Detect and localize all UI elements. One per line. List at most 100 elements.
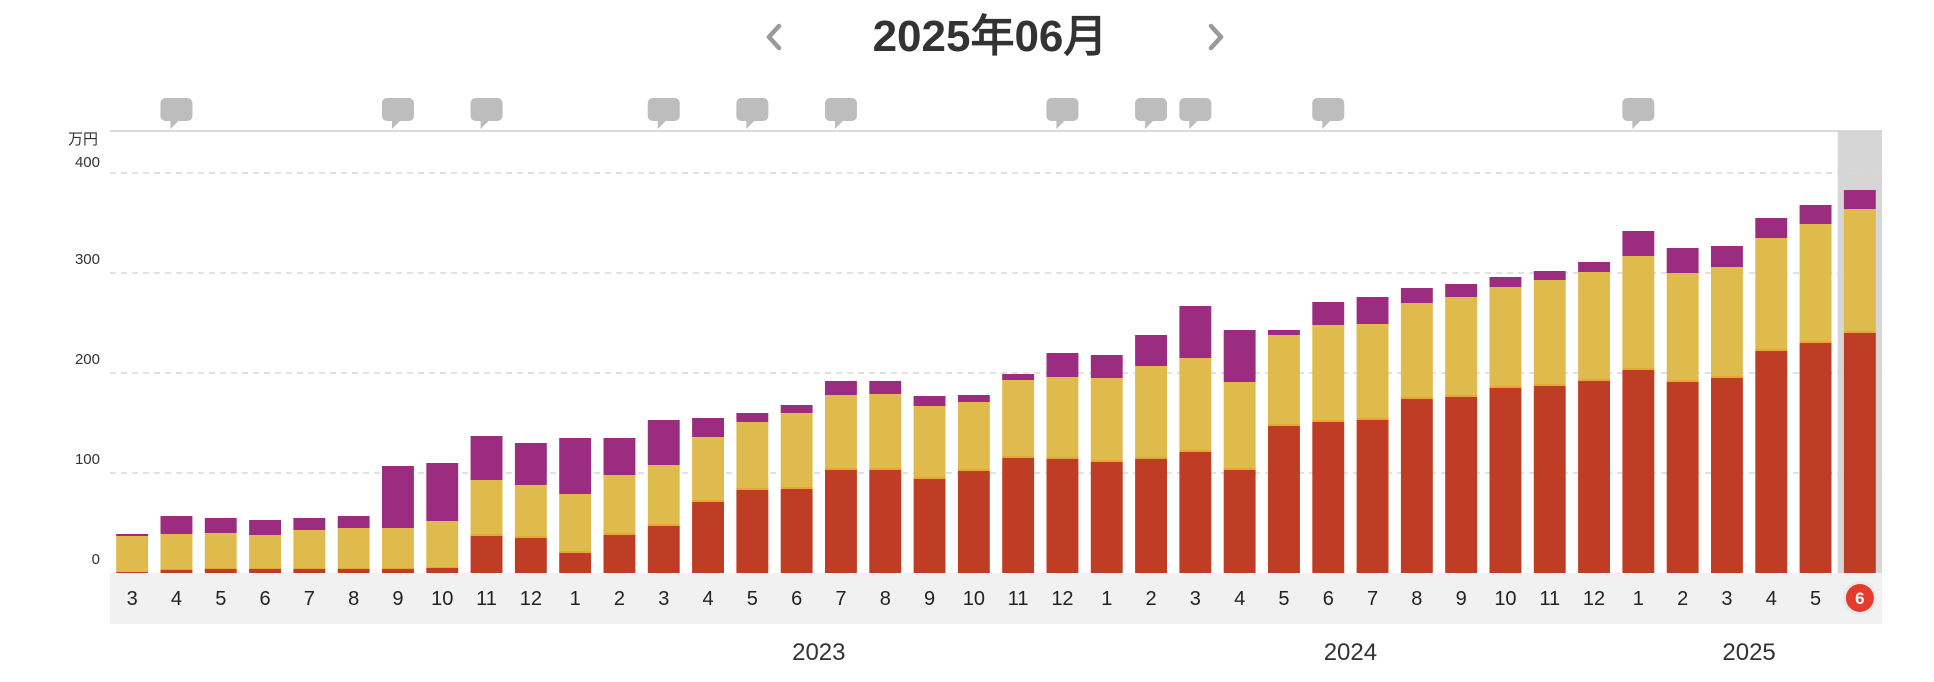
y-tick-label: 0 [92, 551, 100, 568]
x-month-label[interactable]: 4 [1234, 588, 1245, 610]
x-month-label[interactable]: 7 [835, 588, 846, 610]
x-month-label[interactable]: 5 [1278, 588, 1289, 610]
bar-stack[interactable] [780, 405, 813, 573]
x-month-label[interactable]: 5 [1810, 588, 1821, 610]
note-bubble-icon[interactable] [1179, 98, 1212, 129]
bar-segment [1356, 297, 1389, 324]
bar-stack[interactable] [1578, 262, 1610, 573]
x-month-label[interactable]: 6 [1323, 588, 1334, 610]
x-month-label[interactable]: 3 [658, 588, 669, 610]
x-month-label[interactable]: 3 [127, 588, 138, 610]
note-bubble-tail [1322, 120, 1332, 129]
x-month-label[interactable]: 11 [1539, 588, 1560, 610]
x-month-label[interactable]: 5 [747, 588, 758, 610]
x-month-label[interactable]: 6 [259, 588, 270, 610]
chevron-right-icon [1208, 23, 1224, 51]
x-month-label[interactable]: 12 [520, 588, 542, 610]
x-month-label[interactable]: 9 [1456, 588, 1467, 610]
bar-stack[interactable] [382, 466, 414, 573]
x-month-label[interactable]: 1 [1101, 588, 1112, 610]
note-bubble-icon[interactable] [1312, 98, 1345, 129]
bar-stack[interactable] [204, 518, 237, 573]
bar-stack[interactable] [337, 516, 370, 573]
bar-stack[interactable] [1179, 306, 1212, 573]
note-bubble-icon[interactable] [647, 98, 680, 129]
x-month-label[interactable]: 4 [1766, 588, 1777, 610]
note-bubble-icon[interactable] [1622, 98, 1655, 129]
x-month-label[interactable]: 10 [431, 588, 453, 610]
bar-stack[interactable] [736, 413, 769, 573]
bar-stack[interactable] [1400, 288, 1433, 573]
bar-segment [957, 395, 990, 402]
bar-stack[interactable] [426, 463, 459, 573]
x-month-label[interactable]: 3 [1190, 588, 1201, 610]
x-month-label[interactable]: 3 [1721, 588, 1732, 610]
bar-stack[interactable] [1711, 246, 1743, 573]
x-month-label[interactable]: 2 [1145, 588, 1156, 610]
x-month-label[interactable]: 9 [924, 588, 935, 610]
bar-stack[interactable] [825, 381, 857, 573]
bar-stack[interactable] [647, 420, 680, 573]
bar-stack[interactable] [1489, 277, 1522, 573]
bar-stack[interactable] [869, 381, 902, 573]
bar-stack[interactable] [1046, 353, 1079, 573]
bar-stack[interactable] [1533, 271, 1566, 573]
bar-stack[interactable] [603, 438, 636, 573]
bar-stack[interactable] [293, 518, 326, 573]
note-bubble-icon[interactable] [470, 98, 503, 129]
x-month-label[interactable]: 11 [1008, 588, 1029, 610]
x-month-label[interactable]: 6 [791, 588, 802, 610]
bar-segment [692, 502, 724, 573]
bar-stack[interactable] [1002, 374, 1035, 573]
x-month-label[interactable]: 2 [1677, 588, 1688, 610]
bar-stack[interactable] [514, 443, 547, 573]
x-month-label[interactable]: 9 [392, 588, 403, 610]
bar-stack[interactable] [249, 520, 281, 573]
bar-stack[interactable] [913, 396, 946, 573]
bar-stack[interactable] [1268, 330, 1300, 573]
x-month-label[interactable]: 10 [963, 588, 985, 610]
x-month-label[interactable]: 5 [215, 588, 226, 610]
bar-stack[interactable] [1666, 248, 1699, 573]
bar-stack[interactable] [1135, 335, 1167, 573]
x-month-label[interactable]: 12 [1051, 588, 1073, 610]
prev-month-button[interactable] [752, 14, 792, 62]
x-month-label[interactable]: 7 [304, 588, 315, 610]
note-bubble-icon[interactable] [824, 98, 857, 129]
x-month-label[interactable]: 8 [880, 588, 891, 610]
x-month-label[interactable]: 1 [570, 588, 581, 610]
x-month-label[interactable]: 10 [1494, 588, 1516, 610]
bar-stack[interactable] [1223, 330, 1256, 573]
bar-stack[interactable] [1356, 297, 1389, 573]
x-month-label[interactable]: 8 [1411, 588, 1422, 610]
x-month-label[interactable]: 4 [702, 588, 713, 610]
x-month-label[interactable]: 12 [1583, 588, 1605, 610]
x-month-label[interactable]: 8 [348, 588, 359, 610]
note-bubble-icon[interactable] [1046, 98, 1079, 129]
bar-stack[interactable] [116, 534, 149, 573]
x-month-label[interactable]: 11 [476, 588, 497, 610]
note-bubble-icon[interactable] [381, 98, 414, 129]
x-month-label[interactable]: 2 [614, 588, 625, 610]
bar-stack[interactable] [957, 395, 990, 573]
note-bubble-icon[interactable] [160, 98, 193, 129]
x-month-label[interactable]: 4 [171, 588, 182, 610]
bar-stack[interactable] [1312, 302, 1345, 573]
note-bubble-icon[interactable] [736, 98, 769, 129]
bar-stack[interactable] [470, 436, 503, 573]
bar-stack[interactable] [692, 418, 724, 573]
bar-stack[interactable] [1755, 218, 1788, 573]
bar-stack[interactable] [1090, 355, 1123, 573]
x-month-label[interactable]: 1 [1633, 588, 1644, 610]
note-bubble-icon[interactable] [1135, 98, 1168, 129]
bar-stack[interactable] [1843, 190, 1876, 573]
bar-stack[interactable] [559, 438, 592, 573]
bar-segment [1445, 397, 1478, 573]
bar-stack[interactable] [1622, 231, 1655, 573]
bar-stack[interactable] [1799, 205, 1832, 573]
x-month-label[interactable]: 7 [1367, 588, 1378, 610]
bar-stack[interactable] [160, 516, 193, 573]
next-month-button[interactable] [1198, 14, 1238, 62]
selected-month-badge[interactable]: 6 [1842, 581, 1877, 615]
bar-stack[interactable] [1445, 284, 1478, 573]
